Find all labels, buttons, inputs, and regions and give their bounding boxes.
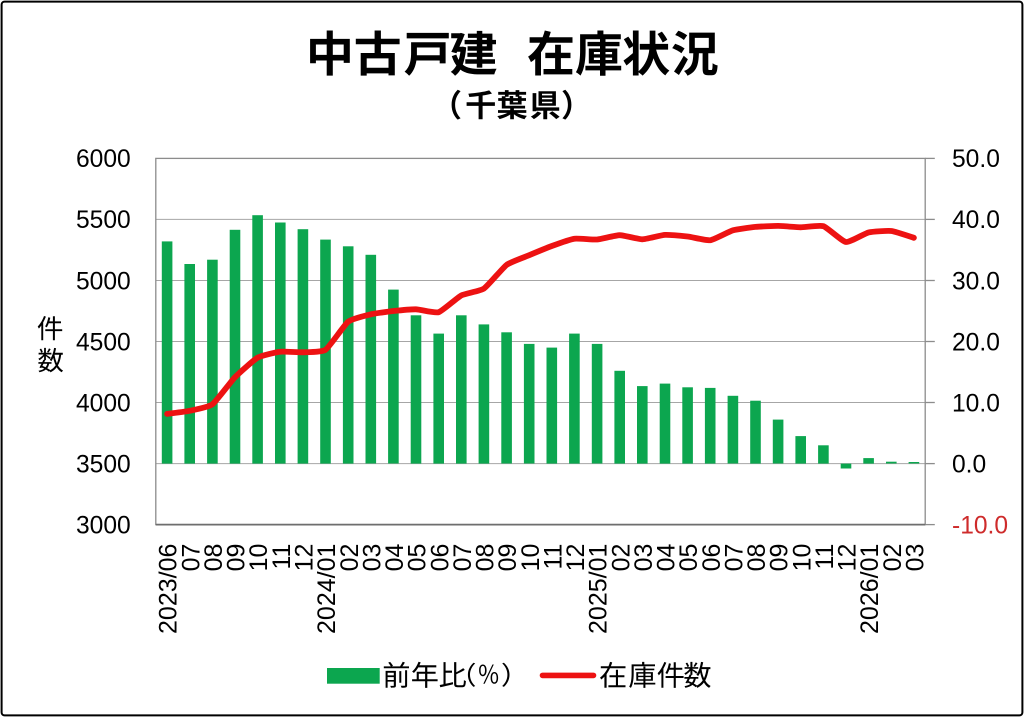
svg-text:05: 05 (675, 544, 703, 572)
svg-text:5500: 5500 (76, 207, 131, 234)
svg-text:11: 11 (268, 544, 296, 570)
svg-text:12: 12 (291, 544, 319, 572)
svg-text:12: 12 (562, 544, 590, 572)
svg-text:06: 06 (426, 544, 454, 572)
svg-text:2025/01: 2025/01 (585, 544, 613, 634)
svg-text:11: 11 (811, 544, 839, 570)
svg-text:06: 06 (698, 544, 726, 572)
svg-text:6000: 6000 (76, 146, 131, 173)
svg-text:02: 02 (336, 544, 364, 572)
svg-text:04: 04 (381, 544, 409, 572)
svg-text:3500: 3500 (76, 451, 131, 478)
svg-text:11: 11 (539, 544, 567, 570)
svg-text:03: 03 (358, 544, 386, 572)
svg-text:12: 12 (834, 544, 862, 572)
svg-text:5000: 5000 (76, 268, 131, 295)
svg-text:05: 05 (404, 544, 432, 572)
svg-text:03: 03 (902, 544, 930, 572)
svg-text:2024/01: 2024/01 (313, 544, 341, 634)
svg-text:50.0: 50.0 (952, 146, 1000, 173)
svg-text:08: 08 (472, 544, 500, 572)
svg-text:4000: 4000 (76, 390, 131, 417)
svg-text:09: 09 (494, 544, 522, 572)
svg-text:04: 04 (653, 544, 681, 572)
svg-text:-10.0: -10.0 (952, 512, 1008, 539)
svg-text:2023/06: 2023/06 (155, 544, 183, 634)
svg-text:10: 10 (245, 544, 273, 572)
svg-text:40.0: 40.0 (952, 207, 1000, 234)
svg-text:09: 09 (766, 544, 794, 572)
svg-text:02: 02 (879, 544, 907, 572)
svg-text:2026/01: 2026/01 (856, 544, 884, 634)
svg-text:07: 07 (721, 544, 749, 572)
svg-text:07: 07 (177, 544, 205, 572)
svg-text:3000: 3000 (76, 512, 131, 539)
svg-text:20.0: 20.0 (952, 329, 1000, 356)
svg-text:02: 02 (607, 544, 635, 572)
svg-text:08: 08 (200, 544, 228, 572)
svg-text:10: 10 (788, 544, 816, 572)
svg-text:03: 03 (630, 544, 658, 572)
svg-text:4500: 4500 (76, 329, 131, 356)
svg-text:30.0: 30.0 (952, 268, 1000, 295)
svg-text:09: 09 (223, 544, 251, 572)
svg-text:10: 10 (517, 544, 545, 572)
svg-text:07: 07 (449, 544, 477, 572)
svg-text:0.0: 0.0 (952, 451, 986, 478)
svg-text:10.0: 10.0 (952, 390, 1000, 417)
svg-text:08: 08 (743, 544, 771, 572)
